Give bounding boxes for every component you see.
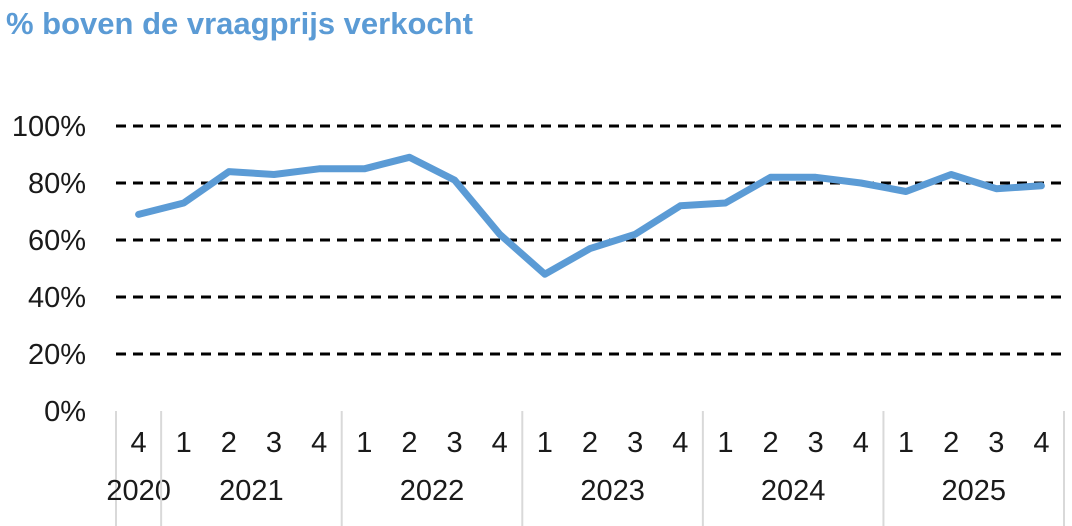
year-label: 2020 xyxy=(106,475,171,507)
data-point xyxy=(226,169,231,174)
data-point xyxy=(452,178,457,183)
x-tick-label: 3 xyxy=(447,427,463,459)
data-point xyxy=(136,212,141,217)
x-tick-label: 4 xyxy=(492,427,508,459)
x-tick-label: 1 xyxy=(356,427,372,459)
data-point xyxy=(272,172,276,177)
x-tick-label: 4 xyxy=(1033,427,1049,459)
year-label: 2023 xyxy=(580,475,645,507)
x-tick-label: 2 xyxy=(763,427,779,459)
year-label: 2022 xyxy=(400,475,465,507)
x-tick-label: 2 xyxy=(943,427,959,459)
x-tick-label: 1 xyxy=(537,427,553,459)
x-tick-label: 3 xyxy=(808,427,824,459)
data-point xyxy=(407,155,412,160)
y-tick-label: 20% xyxy=(28,339,86,371)
x-tick-label: 4 xyxy=(311,427,327,459)
x-tick-label: 3 xyxy=(988,427,1004,459)
year-label: 2021 xyxy=(219,475,284,507)
y-tick-label: 0% xyxy=(44,396,86,428)
data-point xyxy=(768,175,773,180)
x-tick-label: 3 xyxy=(266,427,282,459)
data-point xyxy=(904,189,908,194)
x-tick-label: 4 xyxy=(672,427,688,459)
data-point xyxy=(949,172,954,177)
data-point xyxy=(181,200,186,205)
x-tick-label: 1 xyxy=(898,427,914,459)
x-tick-label: 4 xyxy=(131,427,147,459)
gridlines xyxy=(116,124,1064,356)
data-point xyxy=(633,232,638,237)
chart-title: % boven de vraagprijs verkocht xyxy=(6,6,473,41)
data-point xyxy=(362,166,367,171)
data-point xyxy=(994,186,999,191)
data-point xyxy=(723,200,728,205)
x-tick-label: 2 xyxy=(582,427,598,459)
y-axis: 0% 20% 40% 60% 80% 100% xyxy=(12,111,86,428)
year-label: 2024 xyxy=(761,475,826,507)
data-point xyxy=(813,175,818,180)
y-tick-label: 60% xyxy=(28,225,86,257)
data-point xyxy=(1039,183,1044,188)
data-point xyxy=(317,166,322,171)
data-point xyxy=(858,181,863,185)
year-label: 2025 xyxy=(941,475,1006,507)
data-point xyxy=(588,246,592,251)
y-tick-label: 40% xyxy=(28,282,86,314)
x-tick-label: 1 xyxy=(176,427,192,459)
y-tick-label: 80% xyxy=(28,168,86,200)
x-tick-label: 3 xyxy=(627,427,643,459)
data-point xyxy=(542,272,547,277)
data-point xyxy=(497,232,502,237)
series-group xyxy=(135,153,1045,278)
data-point xyxy=(678,203,683,208)
x-tick-label: 4 xyxy=(853,427,869,459)
y-tick-label: 100% xyxy=(12,111,86,143)
x-tick-label: 2 xyxy=(401,427,417,459)
x-tick-label: 2 xyxy=(221,427,237,459)
x-tick-label: 1 xyxy=(717,427,733,459)
